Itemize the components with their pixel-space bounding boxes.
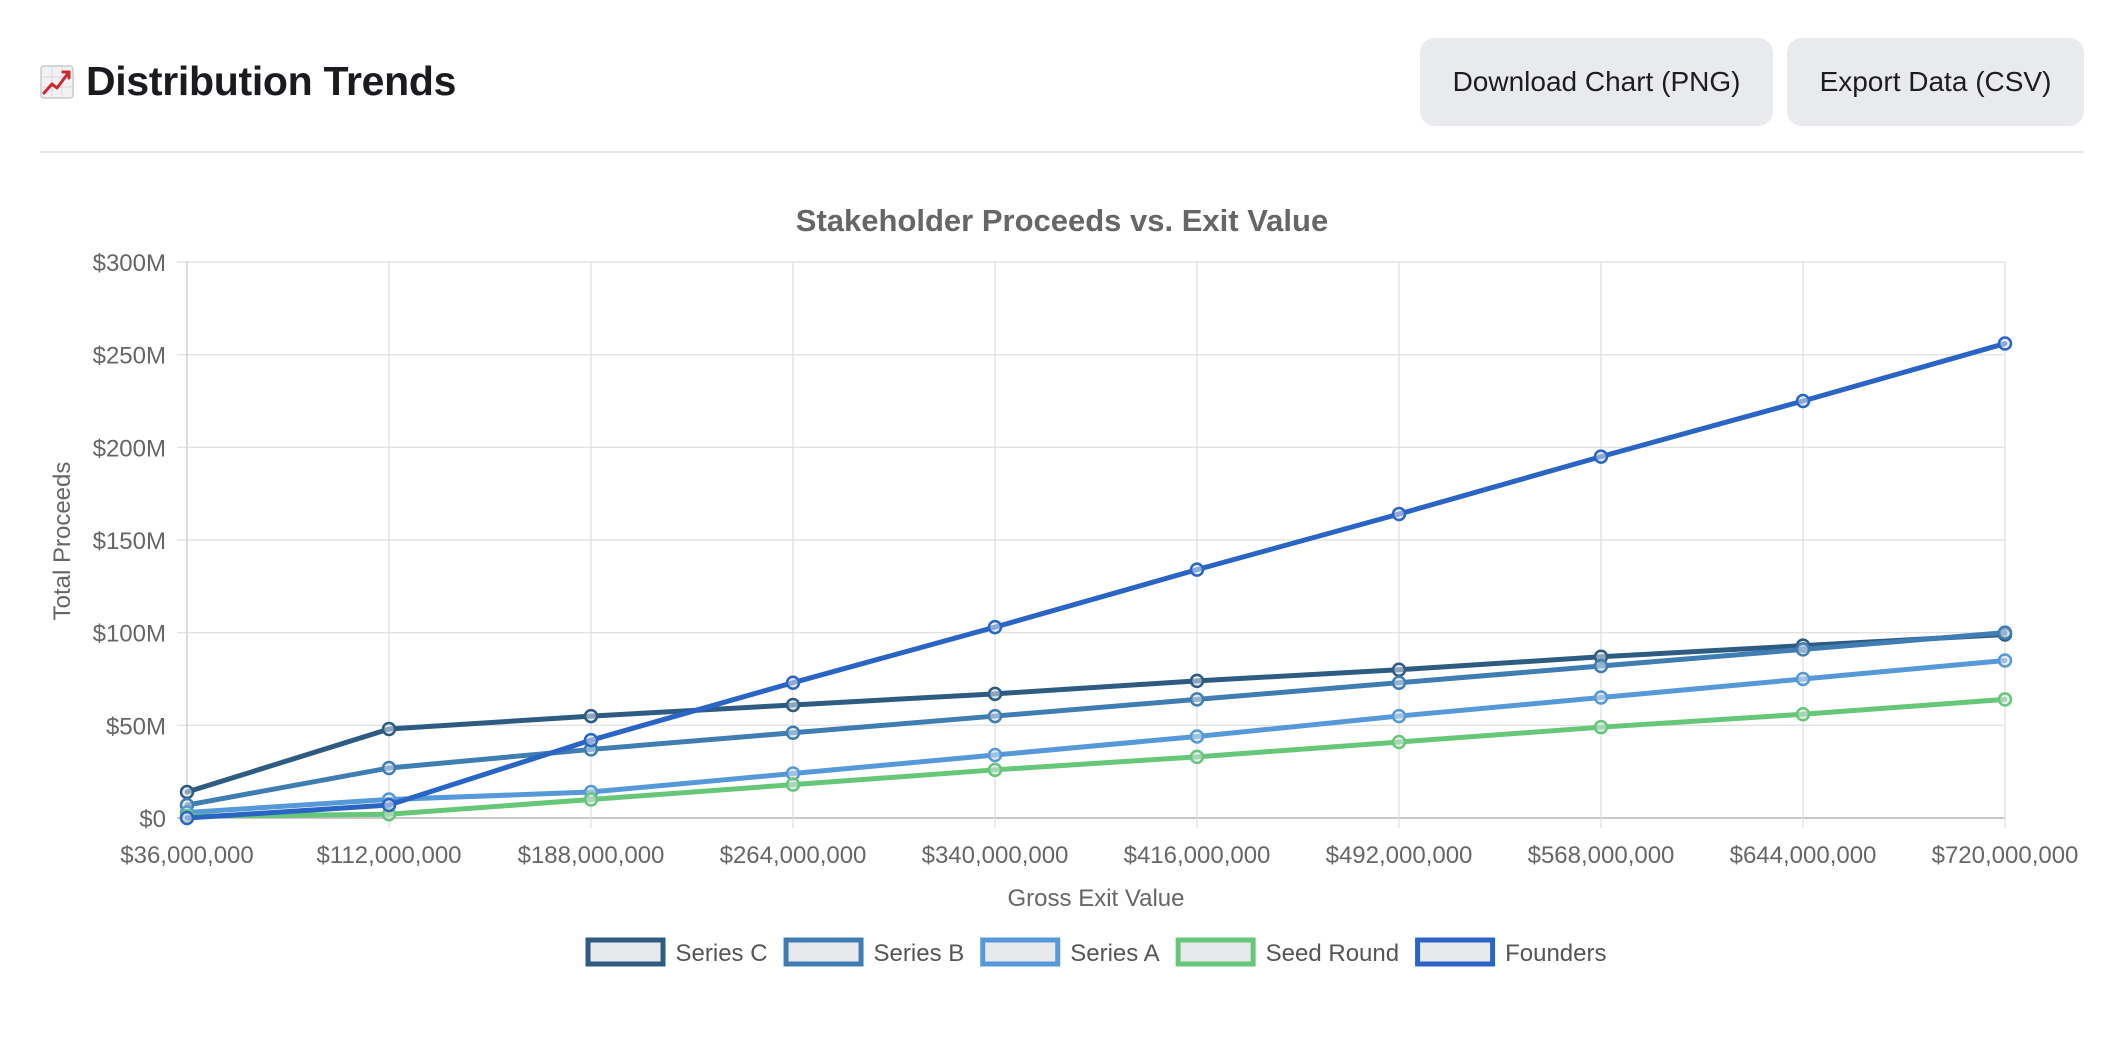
export-data-csv-button[interactable]: Export Data (CSV)	[1787, 38, 2084, 126]
series-lines	[179, 336, 2013, 826]
chart-increasing-icon	[40, 64, 74, 99]
data-point[interactable]	[1391, 506, 1407, 522]
y-tick-label: $150M	[93, 528, 166, 555]
x-tick-label: $720,000,000	[1932, 842, 2079, 869]
data-point[interactable]	[1997, 625, 2013, 640]
data-point[interactable]	[1795, 393, 1811, 409]
data-point[interactable]	[987, 747, 1003, 763]
download-chart-png-button[interactable]: Download Chart (PNG)	[1420, 38, 1773, 126]
x-tick-label: $188,000,000	[518, 842, 665, 869]
data-point[interactable]	[381, 760, 397, 776]
data-point[interactable]	[987, 762, 1003, 778]
series-founders	[179, 336, 2013, 826]
x-tick-label: $416,000,000	[1124, 842, 1271, 869]
legend-swatch	[1175, 937, 1256, 967]
data-point[interactable]	[1593, 449, 1609, 464]
series-line	[184, 632, 2008, 795]
data-point[interactable]	[583, 708, 599, 724]
legend-item-founders[interactable]: Founders	[1415, 937, 1607, 967]
legend-item-seed-round[interactable]: Seed Round	[1175, 937, 1399, 967]
series-line	[184, 657, 2008, 815]
data-point[interactable]	[1997, 653, 2013, 668]
data-point[interactable]	[1593, 658, 1609, 674]
y-tick-label: $250M	[93, 343, 166, 370]
line-chart: Stakeholder Proceeds vs. Exit Value Gros…	[49, 203, 2079, 967]
data-point[interactable]	[1795, 642, 1811, 657]
legend-label: Series C	[676, 940, 768, 967]
data-point[interactable]	[179, 784, 195, 800]
title-group: Distribution Trends	[40, 58, 456, 105]
x-tick-label: $112,000,000	[316, 842, 461, 869]
data-point[interactable]	[987, 686, 1003, 702]
data-point[interactable]	[1391, 662, 1407, 677]
legend-item-series-b[interactable]: Series B	[783, 937, 965, 967]
series-line	[184, 341, 2008, 821]
data-point[interactable]	[179, 810, 195, 826]
x-tick-label: $492,000,000	[1326, 842, 1473, 869]
x-tick-label: $264,000,000	[720, 842, 867, 869]
data-point[interactable]	[785, 697, 801, 713]
data-point[interactable]	[987, 619, 1003, 635]
data-point[interactable]	[785, 675, 801, 690]
data-point[interactable]	[1391, 675, 1407, 690]
data-point[interactable]	[1189, 692, 1205, 707]
series-line	[184, 630, 2008, 808]
grid	[177, 261, 2006, 828]
data-point[interactable]	[381, 721, 397, 737]
legend-item-series-a[interactable]: Series A	[980, 937, 1160, 967]
data-point[interactable]	[1593, 690, 1609, 705]
data-point[interactable]	[785, 725, 801, 740]
x-tick-label: $340,000,000	[922, 842, 1069, 869]
series-series-b	[179, 625, 2013, 813]
data-point[interactable]	[1189, 749, 1205, 765]
legend-label: Series A	[1070, 940, 1159, 967]
data-point[interactable]	[1593, 719, 1609, 735]
data-point[interactable]	[1391, 708, 1407, 724]
series-series-a	[179, 653, 2013, 820]
data-point[interactable]	[1391, 734, 1407, 750]
data-point[interactable]	[1795, 706, 1811, 722]
chart-title: Stakeholder Proceeds vs. Exit Value	[796, 203, 1328, 238]
x-axis-label: Gross Exit Value	[1008, 885, 1185, 912]
legend-swatch	[1415, 937, 1496, 967]
legend: Series C Series B Series A Seed Round Founde…	[585, 937, 1607, 967]
x-tick-label: $36,000,000	[120, 842, 253, 869]
data-point[interactable]	[1189, 729, 1205, 744]
data-point[interactable]	[785, 777, 801, 792]
data-point[interactable]	[583, 732, 599, 748]
legend-label: Series B	[874, 940, 965, 967]
series-seed-round	[179, 692, 2013, 824]
data-point[interactable]	[1997, 336, 2013, 351]
y-axis-label: Total Proceeds	[49, 462, 76, 621]
legend-swatch	[585, 937, 666, 967]
header: Distribution Trends Download Chart (PNG)…	[40, 0, 2084, 153]
legend-label: Seed Round	[1266, 940, 1399, 967]
data-point[interactable]	[1795, 671, 1811, 687]
legend-swatch	[980, 937, 1061, 967]
y-tick-label: $300M	[93, 250, 166, 277]
y-tick-label: $0	[139, 806, 166, 833]
legend-label: Founders	[1505, 940, 1606, 967]
data-point[interactable]	[583, 792, 599, 807]
y-tick-label: $50M	[106, 713, 166, 740]
data-point[interactable]	[1189, 673, 1205, 689]
x-tick-label: $568,000,000	[1528, 842, 1675, 869]
page-title: Distribution Trends	[86, 58, 457, 104]
x-tick-label: $644,000,000	[1730, 842, 1877, 869]
chart-area: Stakeholder Proceeds vs. Exit Value Gros…	[0, 151, 2112, 1038]
data-point[interactable]	[1189, 562, 1205, 577]
axes: $0 $50M $100M $150M $200M $250M $300M $36,000,0…	[93, 250, 2079, 869]
legend-item-series-c[interactable]: Series C	[585, 937, 768, 967]
y-tick-label: $200M	[93, 435, 166, 462]
series-line	[184, 696, 2008, 819]
y-tick-label: $100M	[93, 621, 166, 648]
data-point[interactable]	[1997, 692, 2013, 707]
legend-swatch	[783, 937, 864, 967]
data-point[interactable]	[381, 797, 397, 813]
data-point[interactable]	[987, 708, 1003, 724]
